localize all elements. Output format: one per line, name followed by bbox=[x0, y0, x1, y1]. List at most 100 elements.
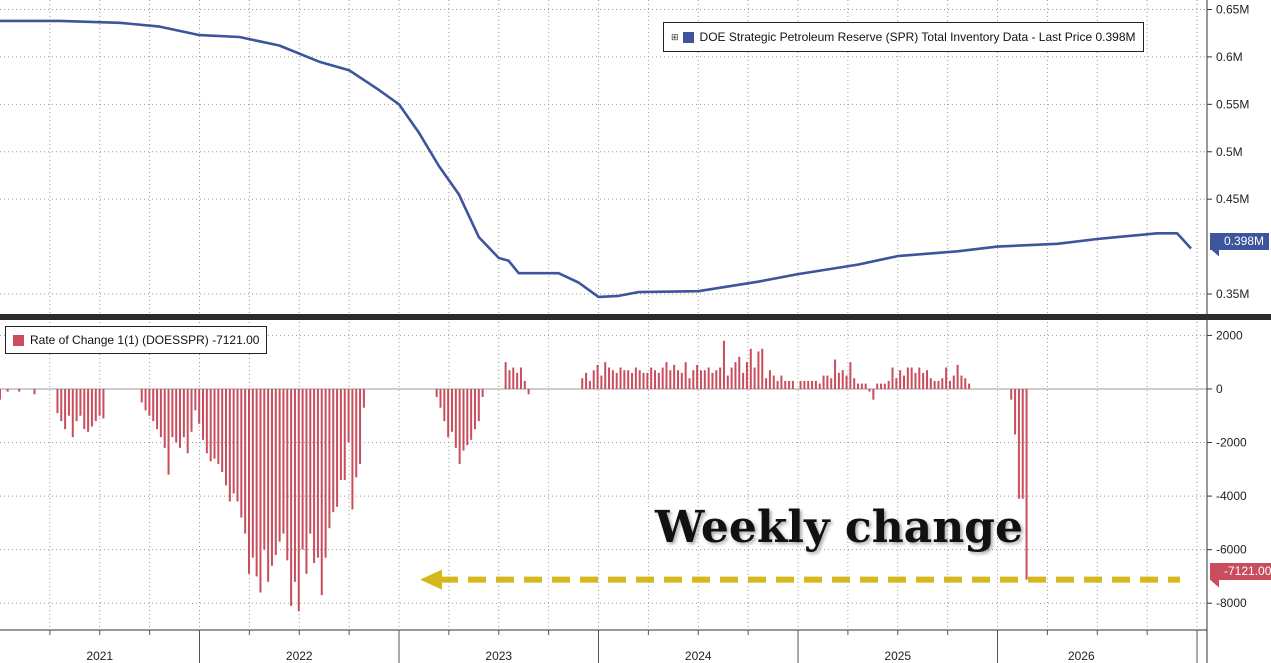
bar bbox=[481, 388, 484, 397]
bar bbox=[290, 388, 293, 606]
bar bbox=[466, 388, 469, 446]
bar bbox=[818, 383, 821, 389]
bar bbox=[320, 388, 323, 596]
bar bbox=[592, 370, 595, 389]
bar bbox=[581, 378, 584, 389]
bar bbox=[159, 388, 162, 438]
bar bbox=[247, 388, 250, 574]
bar bbox=[761, 348, 764, 389]
bar bbox=[634, 367, 637, 389]
bar bbox=[171, 388, 174, 438]
bar bbox=[699, 370, 702, 389]
legend-roc-label: Rate of Change 1(1) (DOESSPR) -7121.00 bbox=[30, 333, 260, 347]
bar bbox=[964, 378, 967, 389]
bar bbox=[631, 372, 634, 389]
bar bbox=[443, 388, 446, 422]
bar bbox=[899, 370, 902, 389]
bar bbox=[642, 372, 645, 389]
bar bbox=[703, 370, 706, 389]
last-value-tag-spr: 0.398M bbox=[1210, 233, 1270, 250]
bar bbox=[814, 380, 817, 389]
bar bbox=[462, 388, 465, 451]
bar bbox=[872, 388, 875, 400]
y-tick-label-bottom: 0 bbox=[1216, 382, 1223, 396]
bar bbox=[1014, 388, 1017, 435]
bar bbox=[98, 388, 101, 416]
bar bbox=[305, 388, 308, 574]
bar bbox=[646, 372, 649, 389]
bar bbox=[270, 388, 273, 566]
bar bbox=[738, 356, 741, 389]
bar bbox=[259, 388, 262, 593]
bar bbox=[228, 388, 231, 502]
bar bbox=[688, 378, 691, 389]
bar bbox=[876, 383, 879, 389]
bar bbox=[692, 370, 695, 389]
bar bbox=[902, 375, 905, 389]
bar bbox=[240, 388, 243, 518]
bar bbox=[221, 388, 224, 472]
legend-swatch-spr bbox=[682, 31, 694, 43]
bar bbox=[263, 388, 266, 550]
bar bbox=[56, 388, 59, 414]
bar bbox=[278, 388, 281, 542]
bar bbox=[715, 370, 718, 389]
bar bbox=[734, 362, 737, 389]
bar bbox=[90, 388, 93, 427]
bar bbox=[749, 348, 752, 389]
bar bbox=[711, 372, 714, 389]
bar bbox=[355, 388, 358, 478]
bar bbox=[282, 388, 285, 534]
bar bbox=[454, 388, 457, 448]
bar bbox=[447, 388, 450, 438]
bar bbox=[527, 388, 530, 395]
bar bbox=[198, 388, 201, 424]
legend-swatch-roc bbox=[13, 334, 24, 346]
bar bbox=[860, 383, 863, 389]
spr-inventory-line bbox=[0, 19, 1192, 299]
bar bbox=[144, 388, 147, 411]
bar bbox=[941, 378, 944, 389]
bar bbox=[853, 378, 856, 389]
bar bbox=[140, 388, 143, 403]
bar bbox=[826, 375, 829, 389]
bar bbox=[439, 388, 442, 408]
bar bbox=[650, 367, 653, 389]
bar bbox=[742, 372, 745, 389]
bar bbox=[458, 388, 461, 464]
spr-inventory-series bbox=[0, 19, 1192, 299]
bar bbox=[657, 372, 660, 389]
bar bbox=[1017, 388, 1020, 499]
bar bbox=[152, 388, 155, 422]
bar bbox=[707, 367, 710, 389]
y-tick-label-bottom: -8000 bbox=[1216, 596, 1247, 610]
bar bbox=[301, 388, 304, 550]
y-tick-label-top: 0.5M bbox=[1216, 145, 1243, 159]
bar bbox=[313, 388, 316, 564]
bar bbox=[841, 370, 844, 389]
bar bbox=[255, 388, 258, 577]
legend-spr-inventory: ⊞ DOE Strategic Petroleum Reserve (SPR) … bbox=[663, 22, 1144, 52]
legend-spr-label: DOE Strategic Petroleum Reserve (SPR) To… bbox=[699, 30, 1136, 44]
bar bbox=[895, 378, 898, 389]
bar bbox=[726, 375, 729, 389]
bar bbox=[619, 367, 622, 389]
bar bbox=[286, 388, 289, 561]
y-tick-label-top: 0.45M bbox=[1216, 192, 1249, 206]
bar bbox=[504, 362, 507, 389]
bar bbox=[94, 388, 97, 422]
bar bbox=[362, 388, 365, 408]
bar bbox=[202, 388, 205, 440]
bar bbox=[922, 372, 925, 389]
last-value-tag-roc: -7121.00 bbox=[1210, 563, 1271, 580]
bar bbox=[837, 372, 840, 389]
bar bbox=[60, 388, 63, 422]
bar bbox=[799, 380, 802, 389]
y-tick-label-bottom: -4000 bbox=[1216, 489, 1247, 503]
bar bbox=[297, 388, 300, 612]
x-tick-label: 2025 bbox=[884, 649, 911, 663]
bar bbox=[968, 383, 971, 389]
bar bbox=[830, 378, 833, 389]
